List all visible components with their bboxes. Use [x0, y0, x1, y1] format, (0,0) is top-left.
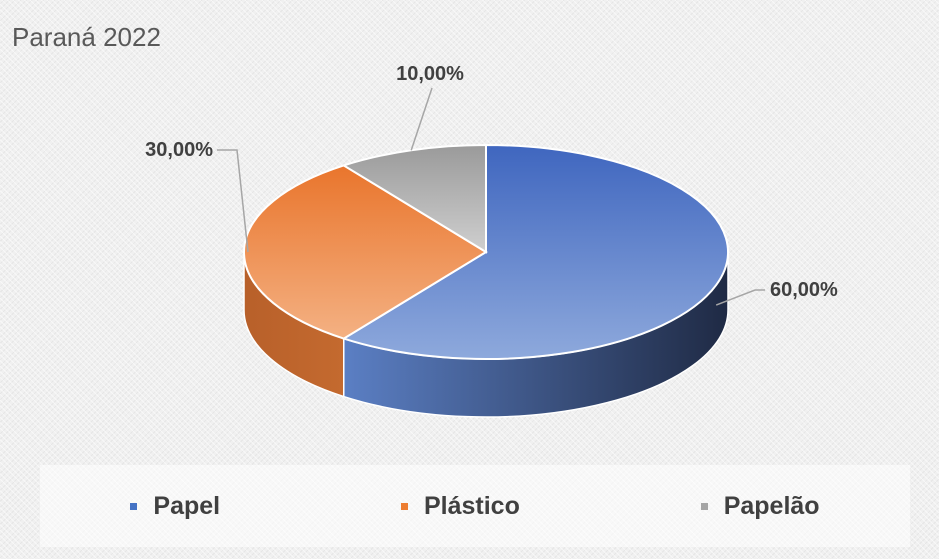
chart-title: Paraná 2022 — [12, 22, 161, 52]
legend-label-papel: Papel — [153, 491, 221, 520]
legend: Papel Plástico Papelão — [40, 465, 910, 547]
legend-item-papel: Papel — [130, 492, 220, 521]
legend-label-papelao: Papelão — [723, 491, 820, 520]
legend-item-plastico: Plástico — [400, 491, 520, 521]
legend-swatch-papel — [130, 502, 138, 510]
legend-swatch-papelao — [700, 502, 708, 510]
pie-slice-plastico — [243, 164, 488, 340]
legend-label-plastico: Plástico — [423, 491, 520, 520]
pie-chart: 60,00% 30,00% 10,00% — [145, 63, 838, 418]
leader-line-plastico — [217, 149, 249, 253]
data-label-papel: 60,00% — [770, 279, 838, 301]
data-label-plastico: 30,00% — [145, 139, 213, 161]
pie-slice-papel — [341, 143, 729, 360]
data-label-papelao: 10,00% — [396, 63, 464, 85]
legend-item-papelao: Papelão — [700, 491, 820, 521]
leader-line-papel — [715, 289, 765, 306]
legend-swatch-plastico — [400, 502, 408, 510]
leader-line-papelao — [410, 87, 433, 151]
